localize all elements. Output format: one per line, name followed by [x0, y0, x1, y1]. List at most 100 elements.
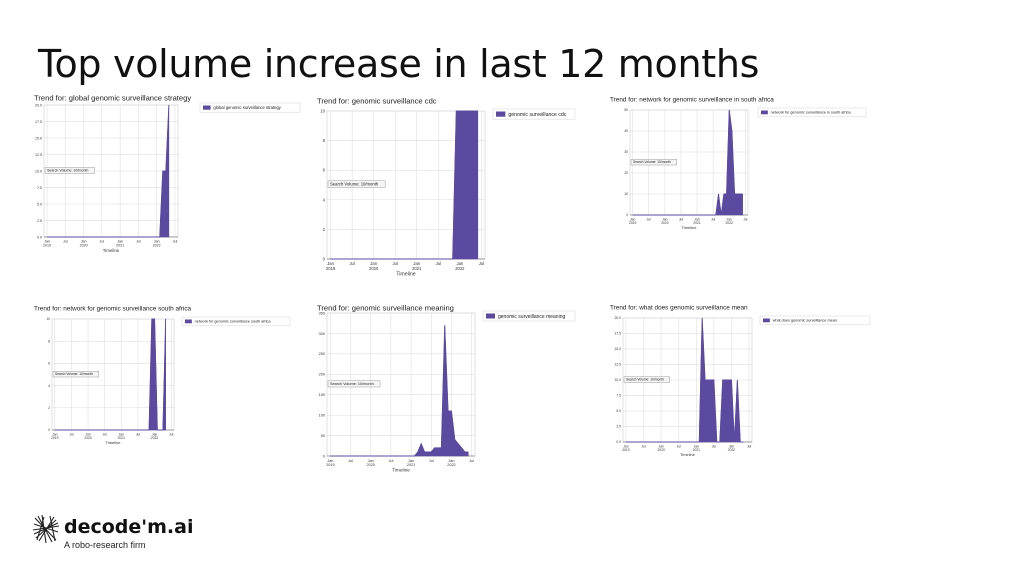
series-line [47, 104, 170, 238]
y-tick-label: 12.5 [615, 363, 622, 367]
chart-svg: Trend for: network for genomic surveilla… [34, 305, 291, 445]
x-axis-label: Timeline [682, 225, 698, 230]
trend-chart-what-does-genomic-surveillance-mean: Trend for: what does genomic surveillanc… [608, 303, 873, 463]
brand-name: decode'm.ai [64, 516, 194, 538]
x-tick-label: Jan [662, 217, 667, 221]
y-tick-label: 5.0 [616, 409, 621, 413]
x-axis-label: Timeline [392, 467, 410, 473]
x-tick-label: Jan [119, 432, 124, 436]
x-tick-year: 2021 [407, 463, 415, 467]
legend-swatch [486, 313, 495, 319]
x-tick-label: Jul [479, 261, 484, 266]
y-tick-label: 15.0 [615, 347, 622, 351]
x-tick-label: Jan [327, 459, 333, 463]
x-tick-year: 2019 [51, 436, 59, 440]
x-tick-year: 2021 [412, 266, 422, 271]
x-tick-year: 2020 [657, 448, 665, 452]
y-tick-label: 30 [624, 150, 628, 154]
y-tick-label: 20 [624, 171, 628, 175]
x-tick-label: Jan [152, 432, 157, 436]
x-tick-label: Jul [436, 261, 441, 266]
legend-box [757, 107, 867, 118]
x-tick-year: 2019 [43, 244, 51, 248]
x-tick-label: Jul [679, 217, 683, 221]
y-tick-label: 2.5 [616, 425, 621, 429]
trend-chart-network-genomic-surveillance-in-south-africa: Trend for: network for genomic surveilla… [608, 95, 870, 235]
x-tick-year: 2022 [447, 463, 455, 467]
x-tick-label: Jan [623, 444, 628, 448]
x-tick-label: Jul [100, 240, 105, 244]
x-tick-label: Jul [429, 459, 434, 463]
x-tick-year: 2021 [118, 436, 126, 440]
y-tick-label: 200 [319, 373, 325, 377]
annotation-text: Search Volume: 10/month [626, 377, 664, 381]
x-tick-year: 2022 [728, 448, 736, 452]
y-tick-label: 10.0 [615, 378, 622, 382]
y-tick-label: 17.5 [35, 120, 42, 124]
chart-svg: Trend for: genomic surveillance meaning 0… [317, 304, 576, 473]
annotation-text: Search Volume: 10/month [55, 372, 93, 376]
x-axis-label: Timeline [106, 440, 122, 445]
y-tick-label: 150 [319, 393, 325, 397]
x-tick-label: Jan [368, 459, 374, 463]
annotation-text: Search Volume: 10/month [633, 160, 671, 164]
y-tick-label: 0 [48, 428, 50, 432]
series-line [54, 318, 167, 431]
x-tick-label: Jan [52, 432, 57, 436]
x-tick-label: Jan [44, 240, 50, 244]
legend-label: what does genomic surveillance mean [773, 319, 837, 323]
series-line [632, 109, 743, 216]
legend-swatch [203, 105, 211, 110]
series-line [330, 110, 478, 260]
trend-chart-genomic-surveillance-cdc: Trend for: genomic surveillance cdc 0 2 4 6 8… [315, 96, 585, 286]
y-tick-label: 40 [624, 129, 628, 133]
trend-chart-network-genomic-surveillance-south-africa: Trend for: network for genomic surveilla… [32, 304, 292, 449]
x-axis-label: Timeline [103, 248, 120, 253]
y-tick-label: 8 [323, 138, 326, 143]
x-tick-year: 2020 [661, 221, 669, 225]
chart-svg: Trend for: what does genomic surveillanc… [610, 304, 871, 457]
x-tick-label: Jan [448, 459, 454, 463]
y-tick-label: 15.0 [35, 136, 42, 140]
brand-logo: decode'm.ai A robo-research firm [32, 512, 193, 552]
annotation-text: Search Volume: 10/month [47, 168, 88, 172]
x-tick-label: Jan [154, 240, 160, 244]
y-tick-label: 10 [320, 108, 325, 113]
chart-title: Trend for: what does genomic surveillanc… [610, 304, 748, 311]
x-tick-label: Jul [747, 444, 751, 448]
y-tick-label: 250 [319, 352, 325, 356]
chart-title: Trend for: global genomic surveillance s… [34, 94, 191, 103]
x-tick-label: Jul [711, 217, 715, 221]
y-tick-label: 300 [319, 332, 325, 336]
legend-box [199, 102, 301, 113]
y-tick-label: 2.5 [37, 219, 42, 223]
x-tick-label: Jul [348, 459, 353, 463]
x-tick-label: Jul [712, 444, 716, 448]
x-tick-label: Jul [743, 217, 747, 221]
x-tick-year: 2019 [326, 463, 334, 467]
y-tick-label: 0.0 [616, 440, 621, 444]
legend-swatch [185, 319, 192, 324]
brand-tagline: A robo-research firm [64, 540, 146, 550]
x-tick-year: 2022 [151, 436, 159, 440]
x-tick-label: Jan [727, 217, 732, 221]
x-tick-label: Jan [456, 261, 463, 266]
x-tick-label: Jan [413, 261, 420, 266]
y-tick-label: 12.5 [35, 153, 42, 157]
trend-chart-genomic-surveillance-meaning: Trend for: genomic surveillance meaning 0… [315, 303, 585, 478]
y-tick-label: 100 [319, 413, 325, 417]
legend-box [482, 310, 576, 322]
annotation-box [623, 376, 670, 383]
x-tick-label: Jul [647, 217, 651, 221]
y-tick-label: 7.5 [37, 186, 42, 190]
legend-label: genomic surveillance cdc [508, 112, 566, 118]
y-tick-label: 6 [323, 168, 326, 173]
annotation-box [630, 158, 677, 166]
x-tick-year: 2019 [622, 448, 630, 452]
legend-box [181, 316, 291, 327]
slide-title: Top volume increase in last 12 months [38, 42, 760, 86]
y-tick-label: 2 [48, 406, 50, 410]
y-tick-label: 10 [46, 317, 50, 321]
legend-box [759, 315, 871, 326]
legend-label: genomic surveillance meaning [498, 314, 565, 320]
